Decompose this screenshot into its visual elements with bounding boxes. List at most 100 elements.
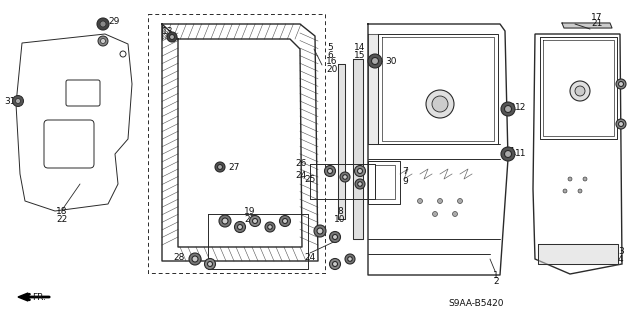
Circle shape <box>504 106 511 113</box>
Circle shape <box>501 102 515 116</box>
Circle shape <box>333 234 337 240</box>
Circle shape <box>504 151 511 158</box>
Circle shape <box>345 254 355 264</box>
Circle shape <box>317 228 323 234</box>
Polygon shape <box>353 59 363 239</box>
Circle shape <box>330 258 340 270</box>
Text: 9: 9 <box>402 176 408 186</box>
Circle shape <box>342 175 348 179</box>
Circle shape <box>438 198 442 204</box>
Text: 12: 12 <box>515 102 526 112</box>
Text: 10: 10 <box>334 214 346 224</box>
Polygon shape <box>338 64 345 219</box>
Circle shape <box>563 189 567 193</box>
Text: S9AA-B5420: S9AA-B5420 <box>448 300 504 308</box>
Circle shape <box>417 198 422 204</box>
Circle shape <box>618 81 623 86</box>
Text: 21: 21 <box>591 19 602 28</box>
Text: 14: 14 <box>355 42 365 51</box>
Text: FR.: FR. <box>32 293 46 301</box>
Circle shape <box>13 95 24 107</box>
Circle shape <box>268 225 272 229</box>
Circle shape <box>170 34 175 40</box>
Circle shape <box>358 168 362 174</box>
Circle shape <box>433 211 438 217</box>
Text: 19: 19 <box>244 206 256 216</box>
Text: 11: 11 <box>515 150 527 159</box>
Text: 17: 17 <box>591 12 602 21</box>
Text: 6: 6 <box>327 50 333 60</box>
Text: 26: 26 <box>295 160 307 168</box>
Circle shape <box>568 177 572 181</box>
Text: 20: 20 <box>326 64 337 73</box>
Circle shape <box>452 211 458 217</box>
Text: 2: 2 <box>493 278 499 286</box>
Text: 1: 1 <box>493 271 499 279</box>
Circle shape <box>205 258 216 270</box>
Circle shape <box>98 36 108 46</box>
Circle shape <box>215 162 225 172</box>
Circle shape <box>355 166 365 176</box>
Polygon shape <box>368 34 378 144</box>
Text: 16: 16 <box>326 56 337 65</box>
Circle shape <box>355 179 365 189</box>
Polygon shape <box>538 244 618 264</box>
Circle shape <box>616 79 626 89</box>
Circle shape <box>578 189 582 193</box>
Text: 12: 12 <box>504 102 516 112</box>
Circle shape <box>280 216 291 226</box>
Text: 11: 11 <box>504 147 516 157</box>
Circle shape <box>97 18 109 30</box>
Text: 18: 18 <box>56 207 68 217</box>
Circle shape <box>192 256 198 262</box>
Text: 28: 28 <box>173 253 185 262</box>
Circle shape <box>330 232 340 242</box>
Text: 29: 29 <box>108 17 120 26</box>
Polygon shape <box>562 23 612 28</box>
Polygon shape <box>18 293 28 301</box>
Circle shape <box>426 90 454 118</box>
Text: 13: 13 <box>162 27 173 36</box>
Circle shape <box>234 221 246 233</box>
Circle shape <box>265 222 275 232</box>
Circle shape <box>368 54 382 68</box>
Circle shape <box>219 215 231 227</box>
Text: 3: 3 <box>618 248 624 256</box>
Circle shape <box>570 81 590 101</box>
Circle shape <box>371 57 378 64</box>
Text: 30: 30 <box>385 56 397 65</box>
Text: 31: 31 <box>4 97 15 106</box>
Circle shape <box>583 177 587 181</box>
Circle shape <box>253 219 257 224</box>
Circle shape <box>189 253 201 265</box>
Circle shape <box>100 21 106 27</box>
Circle shape <box>167 32 177 42</box>
Text: 25: 25 <box>305 174 316 183</box>
Text: 27: 27 <box>228 162 239 172</box>
Text: 24: 24 <box>295 172 307 181</box>
Circle shape <box>618 122 623 127</box>
Text: 5: 5 <box>327 42 333 51</box>
Circle shape <box>250 216 260 226</box>
Circle shape <box>328 168 333 174</box>
Text: 24: 24 <box>305 253 316 262</box>
Text: 4: 4 <box>618 255 623 263</box>
Circle shape <box>333 262 337 266</box>
Circle shape <box>282 219 287 224</box>
Text: 23: 23 <box>244 214 256 224</box>
Circle shape <box>324 166 335 176</box>
Circle shape <box>15 99 20 103</box>
Text: 22: 22 <box>56 214 68 224</box>
Circle shape <box>358 182 362 186</box>
Circle shape <box>501 147 515 161</box>
Circle shape <box>100 39 106 43</box>
Circle shape <box>348 257 352 261</box>
Circle shape <box>616 119 626 129</box>
Text: 7: 7 <box>402 167 408 176</box>
Circle shape <box>458 198 463 204</box>
Circle shape <box>340 172 350 182</box>
Circle shape <box>237 225 243 229</box>
Circle shape <box>207 262 212 266</box>
Circle shape <box>575 86 585 96</box>
Text: 15: 15 <box>355 50 365 60</box>
